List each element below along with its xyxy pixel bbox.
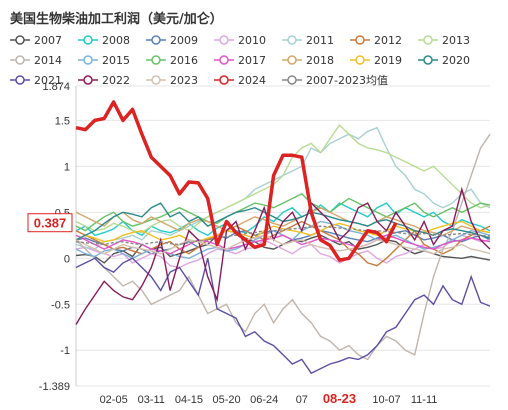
legend-label-2020: 2020 <box>442 54 470 67</box>
series-line-2014 <box>75 133 491 361</box>
legend-label-2015: 2015 <box>102 54 130 67</box>
legend-label-2017: 2017 <box>238 54 266 67</box>
series-line-2007-2023均值 <box>75 225 491 246</box>
legend-label-2014: 2014 <box>34 54 62 67</box>
series-line-2022 <box>75 186 491 325</box>
value-label-box <box>27 213 73 233</box>
x-tick-label: 03-11 <box>138 394 165 406</box>
series-line-2013 <box>75 123 491 234</box>
legend-label-2024: 2024 <box>238 74 266 87</box>
series-line-2016 <box>75 193 491 232</box>
x-tick-label: 02-05 <box>100 394 128 406</box>
legend-marker-2008 <box>83 35 93 45</box>
series-line-2017 <box>75 234 491 255</box>
series-line-2024 <box>75 100 398 262</box>
x-tick-label: 05-20 <box>212 394 240 406</box>
legend-label-2013: 2013 <box>442 34 470 47</box>
y-tick-label: -1 <box>60 345 70 357</box>
x-tick-label: 10-07 <box>372 394 400 406</box>
legend-label-2007: 2007 <box>34 34 62 47</box>
legend-label-2011: 2011 <box>306 34 334 47</box>
y-tick-label: 1.5 <box>55 115 70 127</box>
x-tick-label: 07 <box>296 394 308 406</box>
legend-marker-2015 <box>83 55 93 65</box>
y-tick-label: -0.5 <box>51 299 70 311</box>
y-tick-label: 1 <box>64 161 70 173</box>
legend-label-2012: 2012 <box>374 34 402 47</box>
legend-marker-2007 <box>15 35 25 45</box>
legend-marker-2012 <box>355 35 365 45</box>
legend-marker-2013 <box>423 35 433 45</box>
x-tick-label: 11-11 <box>411 394 438 406</box>
legend-label-2021: 2021 <box>34 74 62 87</box>
x-tick-label: 04-15 <box>175 394 203 406</box>
legend-marker-2009 <box>151 35 161 45</box>
legend-marker-2020 <box>423 55 433 65</box>
legend-marker-2019 <box>355 55 365 65</box>
y-tick-label: -1.389 <box>39 381 70 393</box>
legend-label-2008: 2008 <box>102 34 130 47</box>
legend-label-2023: 2023 <box>170 74 198 87</box>
legend-marker-2007-2023均值 <box>287 75 297 85</box>
legend-label-2019: 2019 <box>374 54 402 67</box>
legend-label-2016: 2016 <box>170 54 198 67</box>
series-line-2023 <box>75 234 491 255</box>
series-line-2021 <box>75 257 491 375</box>
x-tick-label-highlight: 08-23 <box>323 391 356 406</box>
legend-label-2018: 2018 <box>306 54 334 67</box>
legend-marker-2011 <box>287 35 297 45</box>
chart-title: 美国生物柴油加工利润（美元/加仑） <box>10 12 223 27</box>
legend-marker-2018 <box>287 55 297 65</box>
legend-label-2007-2023均值: 2007-2023均值 <box>306 74 388 87</box>
legend-label-2022: 2022 <box>102 74 130 87</box>
x-tick-label: 06-24 <box>250 394 278 406</box>
legend-marker-2024 <box>219 75 229 85</box>
legend-label-2009: 2009 <box>170 34 198 47</box>
legend-marker-2016 <box>151 55 161 65</box>
legend-marker-2023 <box>151 75 161 85</box>
legend-marker-2014 <box>15 55 25 65</box>
value-label: 0.387 <box>34 216 67 231</box>
legend-label-2010: 2010 <box>238 34 266 47</box>
legend-marker-2010 <box>219 35 229 45</box>
legend-marker-2021 <box>15 75 25 85</box>
legend-marker-2017 <box>219 55 229 65</box>
y-tick-label: 0 <box>64 253 70 265</box>
y-tick-label: 1.874 <box>42 81 70 93</box>
legend-marker-2022 <box>83 75 93 85</box>
